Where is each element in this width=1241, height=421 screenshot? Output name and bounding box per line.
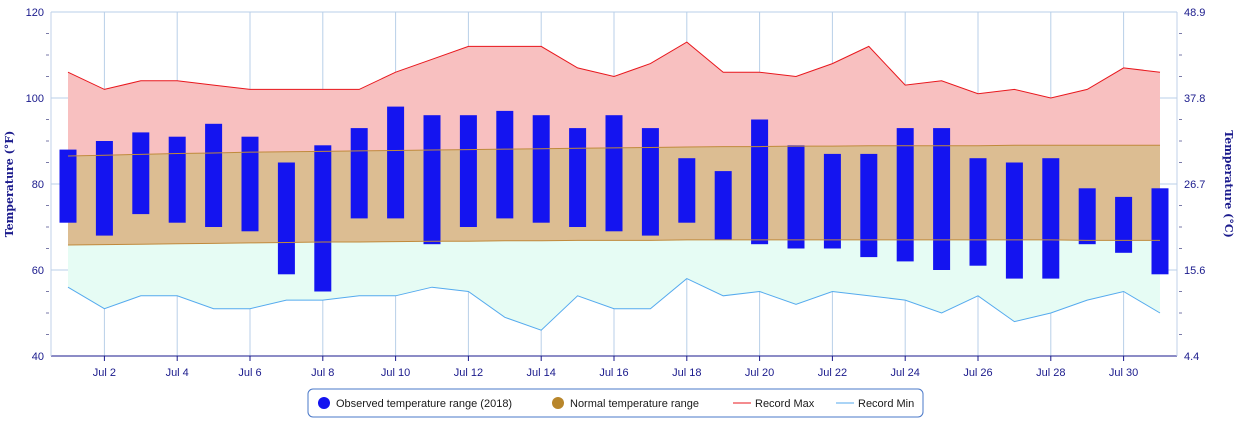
observed-range-bar xyxy=(1042,158,1060,279)
observed-range-bar xyxy=(459,115,477,227)
observed-range-bar xyxy=(314,145,332,292)
y-tick-label-right: 15.6 xyxy=(1184,265,1205,277)
x-tick-label: Jul 20 xyxy=(745,367,774,379)
legend-record-min-label: Record Min xyxy=(858,398,914,410)
observed-range-bar xyxy=(132,132,150,215)
observed-range-bar xyxy=(569,128,587,227)
y-tick-label-left: 120 xyxy=(26,7,44,19)
record-min-line xyxy=(67,278,1161,331)
observed-range-bar xyxy=(823,153,841,249)
observed-range-bar xyxy=(787,145,805,249)
x-tick-label: Jul 14 xyxy=(527,367,556,379)
y-tick-label-left: 100 xyxy=(26,93,44,105)
normal-high-line xyxy=(67,144,1160,157)
observed-range-bar xyxy=(605,115,623,232)
chart-legend: Observed temperature range (2018) Normal… xyxy=(307,388,924,418)
y-tick-label-left: 80 xyxy=(32,179,44,191)
observed-range-bar xyxy=(277,162,295,275)
x-tick-label: Jul 2 xyxy=(93,367,116,379)
observed-range-bar xyxy=(933,128,951,270)
legend-normal-marker xyxy=(552,397,564,409)
y-tick-label-right: 37.8 xyxy=(1184,93,1205,105)
tick-labels: 40 60 80 100 120 4.4 15.6 26.7 37.8 48.9 Jul 2 Jul … xyxy=(26,7,1206,379)
legend-normal-label: Normal temperature range xyxy=(570,398,699,410)
x-tick-label: Jul 16 xyxy=(599,367,628,379)
legend-observed-marker xyxy=(318,397,330,409)
normal-low-line xyxy=(67,239,1160,246)
x-tick-label: Jul 26 xyxy=(963,367,992,379)
observed-range-bar xyxy=(969,158,987,266)
observed-range-bar xyxy=(59,149,77,223)
observed-range-bar xyxy=(1078,188,1096,245)
observed-range-bar xyxy=(168,136,186,223)
x-tick-label: Jul 12 xyxy=(454,367,483,379)
record-lines xyxy=(67,41,1161,331)
record-max-line xyxy=(67,41,1161,99)
legend-box xyxy=(307,388,924,418)
x-tick-label: Jul 8 xyxy=(311,367,334,379)
observed-range-bar xyxy=(1005,162,1023,279)
x-tick-label: Jul 22 xyxy=(818,367,847,379)
observed-range-bar xyxy=(1115,196,1133,253)
observed-range-bar xyxy=(496,110,514,219)
observed-range-bar xyxy=(714,171,732,240)
observed-range-bar xyxy=(641,128,659,236)
y-tick-label-right: 4.4 xyxy=(1184,351,1199,363)
observed-range-bar xyxy=(751,119,769,245)
observed-range-bar xyxy=(860,153,878,258)
observed-range-bar xyxy=(205,123,223,227)
observed-range-bar xyxy=(896,128,914,262)
observed-range-bar xyxy=(423,115,441,245)
legend-record-max-label: Record Max xyxy=(755,398,815,410)
x-tick-label: Jul 30 xyxy=(1109,367,1138,379)
observed-range-bar xyxy=(532,115,550,223)
y-tick-label-left: 40 xyxy=(32,351,44,363)
record-low-band xyxy=(68,239,1160,331)
observed-range-bar xyxy=(241,136,259,232)
record-high-band xyxy=(68,42,1160,157)
observed-range-bar xyxy=(678,158,696,223)
observed-range-bar xyxy=(350,128,368,219)
observed-range-bar xyxy=(95,141,113,236)
x-tick-label: Jul 24 xyxy=(891,367,920,379)
observed-range-bar xyxy=(387,106,405,219)
y-axis-right-title: Temperature (°C) xyxy=(1222,130,1235,238)
x-tick-label: Jul 4 xyxy=(166,367,189,379)
y-tick-label-right: 48.9 xyxy=(1184,7,1205,19)
y-axis-left-title: Temperature (°F) xyxy=(3,131,16,238)
x-tick-label: Jul 6 xyxy=(238,367,261,379)
legend-observed-label: Observed temperature range (2018) xyxy=(336,398,512,410)
y-tick-label-right: 26.7 xyxy=(1184,179,1205,191)
x-tick-label: Jul 18 xyxy=(672,367,701,379)
x-tick-label: Jul 28 xyxy=(1036,367,1065,379)
y-tick-label-left: 60 xyxy=(32,265,44,277)
observed-range-bar xyxy=(1151,188,1169,275)
x-tick-label: Jul 10 xyxy=(381,367,410,379)
